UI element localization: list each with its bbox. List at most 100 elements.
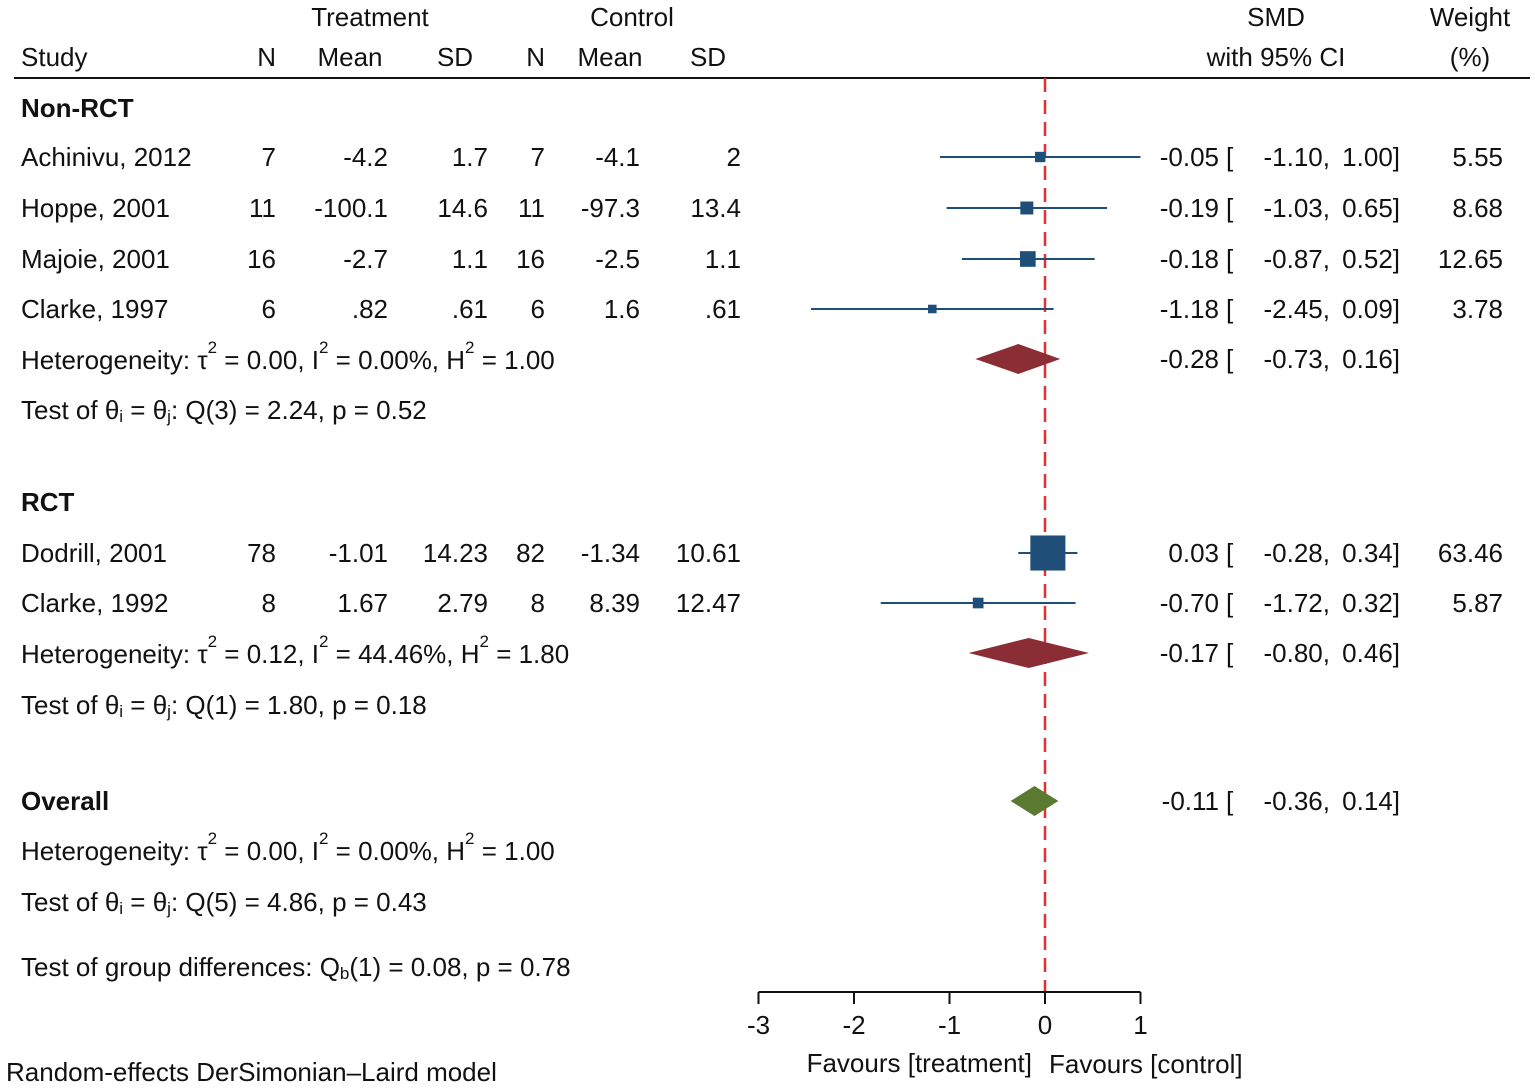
- group-1-study-1-treatment-sd: 2.79: [437, 588, 488, 618]
- overall-heterogeneity-i2: = 0.00%, H: [328, 836, 465, 866]
- group-0-study-1-weight: 8.68: [1452, 193, 1503, 223]
- group-0-study-1-control-n: 11: [518, 193, 545, 223]
- group-0-test-sub-j: j: [166, 407, 171, 426]
- header-treatment-mean: Mean: [317, 42, 382, 72]
- header-ci: with 95% CI: [1206, 42, 1346, 72]
- group-0-study-3-ci-low: -2.45,: [1264, 294, 1331, 324]
- header-treatment-n: N: [257, 42, 276, 72]
- group-0-study-0-ci-open: [: [1226, 142, 1234, 172]
- group-1-study-0-name: Dodrill, 2001: [21, 538, 167, 568]
- overall-ci-high: 0.14]: [1342, 786, 1400, 816]
- group-0-study-0-treatment-mean: -4.2: [343, 142, 388, 172]
- group-0-study-2-treatment-n: 16: [247, 244, 276, 274]
- group-0-study-2-control-mean: -2.5: [595, 244, 640, 274]
- group-0-study-0-control-sd: 2: [727, 142, 741, 172]
- group-1-study-1-name: Clarke, 1992: [21, 588, 168, 618]
- group-0-study-2-smd: -0.18: [1160, 244, 1219, 274]
- group-0-study-3-smd: -1.18: [1160, 294, 1219, 324]
- header-control: Control: [590, 2, 674, 32]
- group-0-heterogeneity-tau-sup: 2: [208, 338, 217, 357]
- header-control-sd: SD: [690, 42, 726, 72]
- group-1-study-1-treatment-mean: 1.67: [337, 588, 388, 618]
- overall-heterogeneity-h2-sup: 2: [465, 829, 474, 848]
- group-0-pooled-ci-open: [: [1226, 344, 1234, 374]
- group-0-study-2-treatment-sd: 1.1: [452, 244, 488, 274]
- group-1-study-0-ci-high: 0.34]: [1342, 538, 1400, 568]
- group-1-heterogeneity-h2: = 1.80: [489, 639, 569, 669]
- group-0-pooled-ci-low: -0.73,: [1264, 344, 1331, 374]
- header-treatment-sd: SD: [437, 42, 473, 72]
- group-0-study-1-name: Hoppe, 2001: [21, 193, 170, 223]
- header-weight: Weight: [1430, 2, 1511, 32]
- overall-heterogeneity: Heterogeneity: τ2 = 0.00, I2 = 0.00%, H2…: [21, 829, 555, 867]
- header-control-n: N: [526, 42, 545, 72]
- group-difference-prefix: Test of group differences: Q: [21, 952, 340, 982]
- group-1-study-0-treatment-sd: 14.23: [423, 538, 488, 568]
- group-1-study-1-ci-low: -1.72,: [1264, 588, 1331, 618]
- group-1-study-1-control-n: 8: [531, 588, 545, 618]
- group-0-study-3-ci-high: 0.09]: [1342, 294, 1400, 324]
- group-1-label: RCT: [21, 487, 75, 517]
- group-0-study-2-ci-low: -0.87,: [1264, 244, 1331, 274]
- header-control-mean: Mean: [577, 42, 642, 72]
- group-0-study-3-name: Clarke, 1997: [21, 294, 168, 324]
- group-1-study-0-ci-low: -0.28,: [1264, 538, 1331, 568]
- group-0-study-1-point: [1020, 201, 1034, 215]
- group-1-study-1-point: [972, 597, 984, 609]
- group-1-study-0-smd: 0.03: [1168, 538, 1219, 568]
- group-1-test-mid: = θ: [123, 690, 167, 720]
- group-0-heterogeneity-i2-sup: 2: [319, 338, 328, 357]
- group-0-heterogeneity: Heterogeneity: τ2 = 0.00, I2 = 0.00%, H2…: [21, 338, 555, 376]
- group-0-study-2-name: Majoie, 2001: [21, 244, 170, 274]
- group-1-study-0-point: [1030, 535, 1066, 571]
- group-1-pooled-ci-open: [: [1226, 638, 1234, 668]
- group-0-study-0-weight: 5.55: [1452, 142, 1503, 172]
- group-1-study-1-smd: -0.70: [1160, 588, 1219, 618]
- group-0-study-1-ci-high: 0.65]: [1342, 193, 1400, 223]
- group-0-study-1-control-sd: 13.4: [690, 193, 741, 223]
- group-1-heterogeneity: Heterogeneity: τ2 = 0.12, I2 = 44.46%, H…: [21, 632, 569, 670]
- group-1-study-0-treatment-n: 78: [247, 538, 276, 568]
- group-1-test-sub-i: i: [119, 702, 123, 721]
- header-study: Study: [21, 42, 88, 72]
- group-0-study-0-smd: -0.05: [1160, 142, 1219, 172]
- group-1-heterogeneity-i2: = 44.46%, H: [328, 639, 479, 669]
- group-0-study-1-ci-low: -1.03,: [1264, 193, 1331, 223]
- group-1-study-0-weight: 63.46: [1438, 538, 1503, 568]
- group-0-test-suffix: : Q(3) = 2.24, p = 0.52: [171, 395, 427, 425]
- x-tick-label-2: -1: [938, 1010, 961, 1040]
- group-0-study-3-control-sd: .61: [705, 294, 741, 324]
- group-1-study-1-control-sd: 12.47: [676, 588, 741, 618]
- group-0-study-2-ci-high: 0.52]: [1342, 244, 1400, 274]
- group-0-test-sub-i: i: [119, 407, 123, 426]
- overall-heterogeneity-h2: = 1.00: [475, 836, 555, 866]
- group-0-heterogeneity-tau: = 0.00, I: [217, 345, 319, 375]
- group-0-study-3-ci-open: [: [1226, 294, 1234, 324]
- group-0-heterogeneity-prefix: Heterogeneity: τ: [21, 345, 208, 375]
- group-0-test-mid: = θ: [123, 395, 167, 425]
- x-tick-label-1: -2: [842, 1010, 865, 1040]
- group-0-study-2-ci-open: [: [1226, 244, 1234, 274]
- group-0-heterogeneity-i2: = 0.00%, H: [328, 345, 465, 375]
- group-1-pooled-smd: -0.17: [1160, 638, 1219, 668]
- group-1-test-prefix: Test of θ: [21, 690, 119, 720]
- group-0-study-0-ci-low: -1.10,: [1264, 142, 1331, 172]
- overall-smd: -0.11: [1162, 786, 1219, 816]
- model-note: Random-effects DerSimonian–Laird model: [6, 1057, 497, 1087]
- group-0-study-0-ci-high: 1.00]: [1342, 142, 1400, 172]
- overall-test-sub-j: j: [166, 899, 171, 918]
- group-1-heterogeneity-tau-sup: 2: [208, 632, 217, 651]
- group-0-study-2-control-sd: 1.1: [705, 244, 741, 274]
- group-0-study-1-treatment-sd: 14.6: [437, 193, 488, 223]
- group-1-study-0-control-mean: -1.34: [581, 538, 640, 568]
- overall-test-mid: = θ: [123, 887, 167, 917]
- group-0-study-0-control-mean: -4.1: [595, 142, 640, 172]
- header-smd: SMD: [1247, 2, 1305, 32]
- header-treatment: Treatment: [311, 2, 429, 32]
- group-0-study-3-treatment-mean: .82: [352, 294, 388, 324]
- overall-heterogeneity-tau: = 0.00, I: [217, 836, 319, 866]
- overall-ci-open: [: [1226, 786, 1234, 816]
- group-1-study-1-ci-high: 0.32]: [1342, 588, 1400, 618]
- overall-test: Test of θi = θj: Q(5) = 4.86, p = 0.43: [21, 887, 427, 918]
